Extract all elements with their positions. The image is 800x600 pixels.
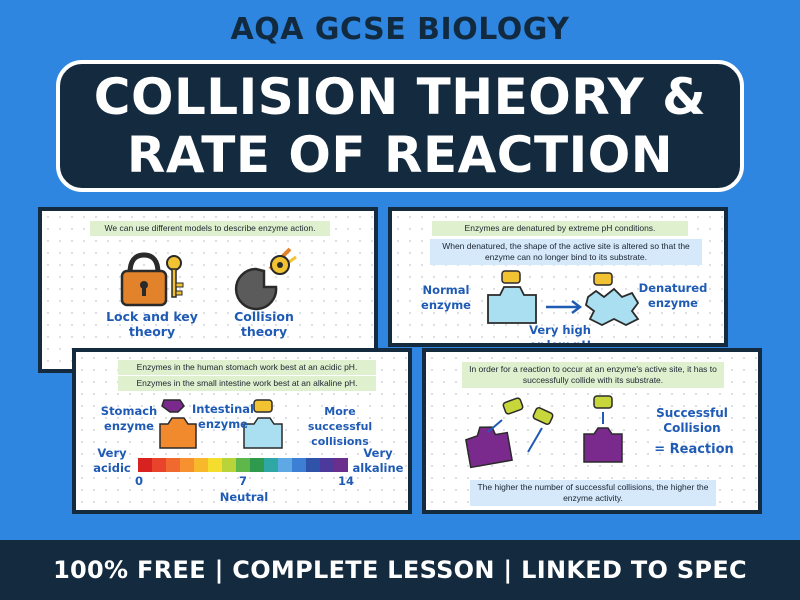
ph-scale-segment: [320, 458, 334, 472]
ph-extreme-label: Very high or low pH: [529, 323, 591, 347]
ph-scale: [138, 458, 348, 472]
denatured-note-2: When denatured, the shape of the active …: [430, 239, 702, 265]
ph-tick-7: 7: [238, 474, 247, 488]
ph-scale-segment: [194, 458, 208, 472]
intestinal-enzyme-label: Intestinal enzyme: [192, 402, 254, 431]
ph-scale-segment: [306, 458, 320, 472]
footer-text: 100% FREE | COMPLETE LESSON | LINKED TO …: [53, 556, 747, 584]
footer-bar: 100% FREE | COMPLETE LESSON | LINKED TO …: [0, 540, 800, 600]
neutral-label: Neutral: [219, 490, 269, 504]
slide-models: We can use different models to describe …: [38, 207, 378, 373]
stomach-enzyme-label: Stomach enzyme: [100, 404, 158, 433]
denatured-enzyme-label: Denatured enzyme: [638, 281, 708, 310]
slide-denaturation: Enzymes are denatured by extreme pH cond…: [388, 207, 728, 347]
ph-scale-segment: [208, 458, 222, 472]
collision-icon: [234, 247, 297, 311]
ph-scale-segment: [334, 458, 348, 472]
normal-enzyme-label: Normal enzyme: [421, 283, 471, 312]
ph-note-2: Enzymes in the small intestine work best…: [118, 376, 376, 391]
collision-theory-label: Collision theory: [234, 309, 294, 339]
ph-scale-segment: [180, 458, 194, 472]
ph-enzymes-diagram: [159, 399, 283, 449]
successful-collision-label: Successful Collision: [656, 406, 728, 435]
subject-label: AQA GCSE BIOLOGY: [230, 12, 570, 47]
ph-scale-segment: [152, 458, 166, 472]
lock-and-key-icon: [120, 252, 184, 307]
ph-scale-segment: [264, 458, 278, 472]
ph-scale-segment: [292, 458, 306, 472]
ph-note-1: Enzymes in the human stomach work best a…: [118, 360, 376, 375]
ph-scale-segment: [222, 458, 236, 472]
denatured-note-1: Enzymes are denatured by extreme pH cond…: [432, 221, 688, 236]
title-line-1: COLLISION THEORY &: [93, 68, 707, 126]
very-acidic-label: Very acidic: [93, 446, 131, 475]
ph-scale-segment: [138, 458, 152, 472]
reaction-label: = Reaction: [654, 442, 734, 457]
ph-scale-segment: [278, 458, 292, 472]
ph-tick-14: 14: [337, 474, 354, 488]
title-line-2: RATE OF REACTION: [126, 126, 674, 184]
reaction-note-2: The higher the number of successful coll…: [470, 480, 716, 506]
reaction-note-1: In order for a reaction to occur at an e…: [462, 362, 724, 388]
collision-diagram: [465, 395, 623, 469]
ph-scale-segment: [236, 458, 250, 472]
lock-and-key-label: Lock and key theory: [106, 309, 198, 339]
very-alkaline-label: Very alkaline: [352, 446, 404, 475]
ph-scale-segment: [250, 458, 264, 472]
models-note: We can use different models to describe …: [90, 221, 330, 236]
ph-scale-segment: [166, 458, 180, 472]
denaturation-diagram: [487, 270, 640, 327]
ph-tick-0: 0: [134, 474, 143, 488]
slide-ph: Enzymes in the human stomach work best a…: [72, 348, 412, 514]
slide-reaction: In order for a reaction to occur at an e…: [422, 348, 762, 514]
title-banner: COLLISION THEORY & RATE OF REACTION: [56, 60, 744, 192]
more-collisions-label: More successful collisions: [307, 405, 373, 448]
